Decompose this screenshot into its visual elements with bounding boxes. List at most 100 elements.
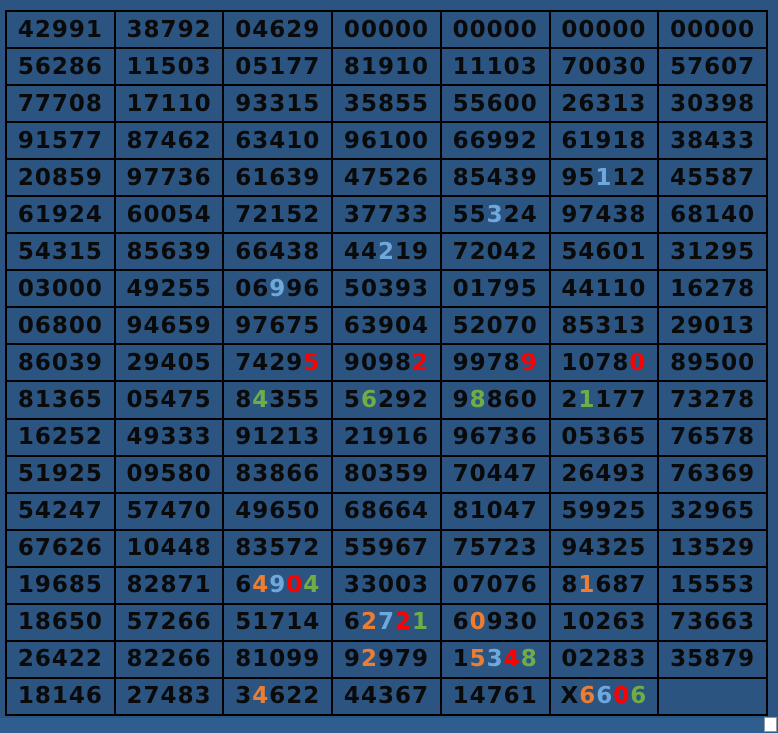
resize-handle[interactable] bbox=[764, 717, 777, 732]
table-cell[interactable]: 05365 bbox=[548, 417, 660, 457]
table-cell[interactable]: 55600 bbox=[439, 84, 551, 124]
table-cell[interactable]: 62721 bbox=[331, 602, 442, 642]
table-cell[interactable]: 81365 bbox=[5, 380, 116, 420]
table-cell[interactable]: 07076 bbox=[439, 565, 551, 605]
table-cell[interactable]: 26493 bbox=[548, 454, 660, 494]
table-cell[interactable]: 16278 bbox=[657, 269, 768, 309]
table-cell[interactable]: 21916 bbox=[331, 417, 442, 457]
table-cell[interactable]: 10448 bbox=[113, 528, 225, 568]
table-cell[interactable]: 76578 bbox=[657, 417, 768, 457]
table-cell[interactable]: 98860 bbox=[439, 380, 551, 420]
table-cell[interactable]: 77708 bbox=[5, 84, 116, 124]
table-cell[interactable]: 31295 bbox=[657, 232, 768, 272]
table-cell[interactable]: 55324 bbox=[439, 195, 551, 235]
table-cell[interactable]: 00000 bbox=[439, 9, 551, 50]
table-cell[interactable]: 37733 bbox=[331, 195, 442, 235]
table-cell[interactable]: 15348 bbox=[439, 639, 551, 679]
table-cell[interactable]: 57470 bbox=[113, 491, 225, 531]
table-cell[interactable]: 84355 bbox=[222, 380, 334, 420]
table-cell[interactable]: 35855 bbox=[331, 84, 442, 124]
table-cell[interactable]: 00000 bbox=[548, 9, 660, 50]
table-cell[interactable]: 92979 bbox=[331, 639, 442, 679]
table-cell[interactable]: 67626 bbox=[5, 528, 116, 568]
table-cell[interactable]: 05177 bbox=[222, 47, 334, 87]
table-cell[interactable]: 86039 bbox=[5, 343, 116, 383]
table-cell[interactable]: 85313 bbox=[548, 306, 660, 346]
table-cell[interactable]: 06996 bbox=[222, 269, 334, 309]
table-cell[interactable]: 87462 bbox=[113, 121, 225, 161]
table-cell[interactable]: 94325 bbox=[548, 528, 660, 568]
table-cell[interactable]: 30398 bbox=[657, 84, 768, 124]
table-cell[interactable]: 09580 bbox=[113, 454, 225, 494]
table-cell[interactable]: 68140 bbox=[657, 195, 768, 235]
table-cell[interactable]: 57266 bbox=[113, 602, 225, 642]
table-cell[interactable]: 49650 bbox=[222, 491, 334, 531]
table-cell[interactable]: 04629 bbox=[222, 9, 334, 50]
table-cell[interactable]: 10263 bbox=[548, 602, 660, 642]
table-cell[interactable]: 61924 bbox=[5, 195, 116, 235]
table-cell[interactable]: 44110 bbox=[548, 269, 660, 309]
table-cell[interactable]: 99789 bbox=[439, 343, 551, 383]
table-cell[interactable]: 54601 bbox=[548, 232, 660, 272]
table-cell[interactable]: 49255 bbox=[113, 269, 225, 309]
table-cell[interactable] bbox=[657, 676, 768, 717]
table-cell[interactable]: 10780 bbox=[548, 343, 660, 383]
table-cell[interactable]: 61639 bbox=[222, 158, 334, 198]
table-cell[interactable]: 51714 bbox=[222, 602, 334, 642]
table-cell[interactable]: 81687 bbox=[548, 565, 660, 605]
table-cell[interactable]: 45587 bbox=[657, 158, 768, 198]
table-cell[interactable]: 20859 bbox=[5, 158, 116, 198]
table-cell[interactable]: 83866 bbox=[222, 454, 334, 494]
table-cell[interactable]: 81047 bbox=[439, 491, 551, 531]
table-cell[interactable]: 13529 bbox=[657, 528, 768, 568]
table-cell[interactable]: 14761 bbox=[439, 676, 551, 717]
table-cell[interactable]: 03000 bbox=[5, 269, 116, 309]
table-cell[interactable]: 82871 bbox=[113, 565, 225, 605]
table-cell[interactable]: 57607 bbox=[657, 47, 768, 87]
table-cell[interactable]: 50393 bbox=[331, 269, 442, 309]
table-cell[interactable]: 85639 bbox=[113, 232, 225, 272]
table-cell[interactable]: 26422 bbox=[5, 639, 116, 679]
table-cell[interactable]: 38433 bbox=[657, 121, 768, 161]
table-cell[interactable]: 19685 bbox=[5, 565, 116, 605]
table-cell[interactable]: 59925 bbox=[548, 491, 660, 531]
table-cell[interactable]: 29405 bbox=[113, 343, 225, 383]
table-cell[interactable]: 11103 bbox=[439, 47, 551, 87]
table-cell[interactable]: 18146 bbox=[5, 676, 116, 717]
table-cell[interactable]: 93315 bbox=[222, 84, 334, 124]
table-cell[interactable]: 27483 bbox=[113, 676, 225, 717]
table-cell[interactable]: 60054 bbox=[113, 195, 225, 235]
table-cell[interactable]: 54315 bbox=[5, 232, 116, 272]
table-cell[interactable]: 90982 bbox=[331, 343, 442, 383]
table-cell[interactable]: 16252 bbox=[5, 417, 116, 457]
table-cell[interactable]: 66992 bbox=[439, 121, 551, 161]
table-cell[interactable]: 66438 bbox=[222, 232, 334, 272]
table-cell[interactable]: 38792 bbox=[113, 9, 225, 50]
table-cell[interactable]: 73278 bbox=[657, 380, 768, 420]
table-cell[interactable]: 76369 bbox=[657, 454, 768, 494]
table-cell[interactable]: 47526 bbox=[331, 158, 442, 198]
table-cell[interactable]: 18650 bbox=[5, 602, 116, 642]
table-cell[interactable]: 54247 bbox=[5, 491, 116, 531]
table-cell[interactable]: 81910 bbox=[331, 47, 442, 87]
table-cell[interactable]: 44219 bbox=[331, 232, 442, 272]
table-cell[interactable]: 73663 bbox=[657, 602, 768, 642]
table-cell[interactable]: 96736 bbox=[439, 417, 551, 457]
table-cell[interactable]: 72042 bbox=[439, 232, 551, 272]
table-cell[interactable]: 32965 bbox=[657, 491, 768, 531]
table-cell[interactable]: 49333 bbox=[113, 417, 225, 457]
table-cell[interactable]: 96100 bbox=[331, 121, 442, 161]
table-cell[interactable]: 83572 bbox=[222, 528, 334, 568]
table-cell[interactable]: 61918 bbox=[548, 121, 660, 161]
table-cell[interactable]: 72152 bbox=[222, 195, 334, 235]
table-cell[interactable]: 74295 bbox=[222, 343, 334, 383]
table-cell[interactable]: 89500 bbox=[657, 343, 768, 383]
table-cell[interactable]: 70447 bbox=[439, 454, 551, 494]
table-cell[interactable]: 63410 bbox=[222, 121, 334, 161]
table-cell[interactable]: 68664 bbox=[331, 491, 442, 531]
table-cell[interactable]: 35879 bbox=[657, 639, 768, 679]
table-cell[interactable]: 17110 bbox=[113, 84, 225, 124]
table-cell[interactable]: 52070 bbox=[439, 306, 551, 346]
table-cell[interactable]: 06800 bbox=[5, 306, 116, 346]
table-cell[interactable]: 94659 bbox=[113, 306, 225, 346]
